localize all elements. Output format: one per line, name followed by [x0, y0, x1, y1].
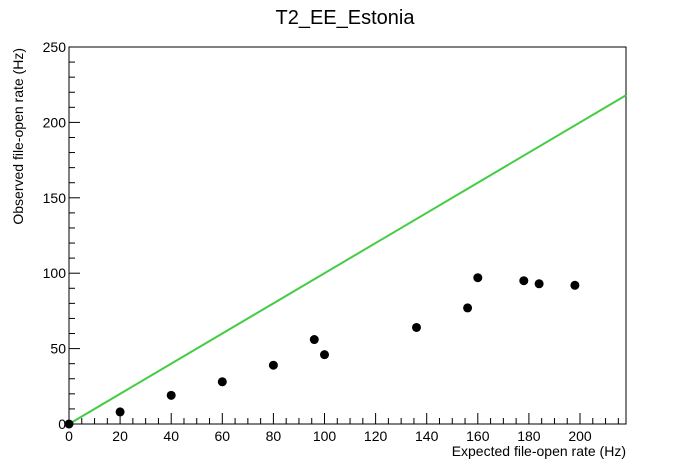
y-tick-label: 150 — [43, 190, 67, 206]
data-point — [411, 322, 421, 332]
x-tick-label: 120 — [364, 428, 388, 444]
x-tick-label: 60 — [215, 428, 231, 444]
x-tick-label: 100 — [313, 428, 337, 444]
y-tick-label: 250 — [43, 39, 67, 55]
y-tick-label: 50 — [50, 341, 66, 357]
data-point — [534, 279, 544, 289]
x-tick-label: 200 — [568, 428, 592, 444]
plot-frame — [68, 46, 627, 425]
data-point — [166, 390, 176, 400]
x-tick-label: 80 — [266, 428, 282, 444]
x-tick-label: 0 — [65, 428, 73, 444]
data-point — [217, 377, 227, 387]
y-tick-label: 200 — [43, 114, 67, 130]
x-tick-label: 180 — [517, 428, 541, 444]
y-axis-label: Observed file-open rate (Hz) — [10, 48, 26, 225]
data-point — [268, 360, 278, 370]
y-tick-label: 0 — [58, 416, 66, 432]
axes: 0 20 40 60 80 100 120 140 160 180 200 0 50 100 150 200 2… — [43, 39, 619, 444]
y-tick-label: 100 — [43, 265, 67, 281]
x-tick-label: 160 — [466, 428, 490, 444]
chart-title: T2_EE_Estonia — [276, 7, 416, 29]
x-tick-label: 140 — [415, 428, 439, 444]
x-axis-label: Expected file-open rate (Hz) — [452, 443, 626, 459]
data-points — [64, 273, 580, 429]
data-point — [519, 276, 529, 286]
data-point — [320, 350, 330, 360]
data-point — [64, 419, 74, 429]
data-point — [473, 273, 483, 283]
data-point — [309, 335, 319, 345]
x-tick-label: 20 — [112, 428, 128, 444]
data-point — [115, 407, 125, 417]
data-point — [570, 280, 580, 290]
series-lines — [68, 94, 627, 425]
x-tick-label: 40 — [163, 428, 179, 444]
data-point — [463, 303, 473, 313]
reference-line — [68, 94, 627, 425]
